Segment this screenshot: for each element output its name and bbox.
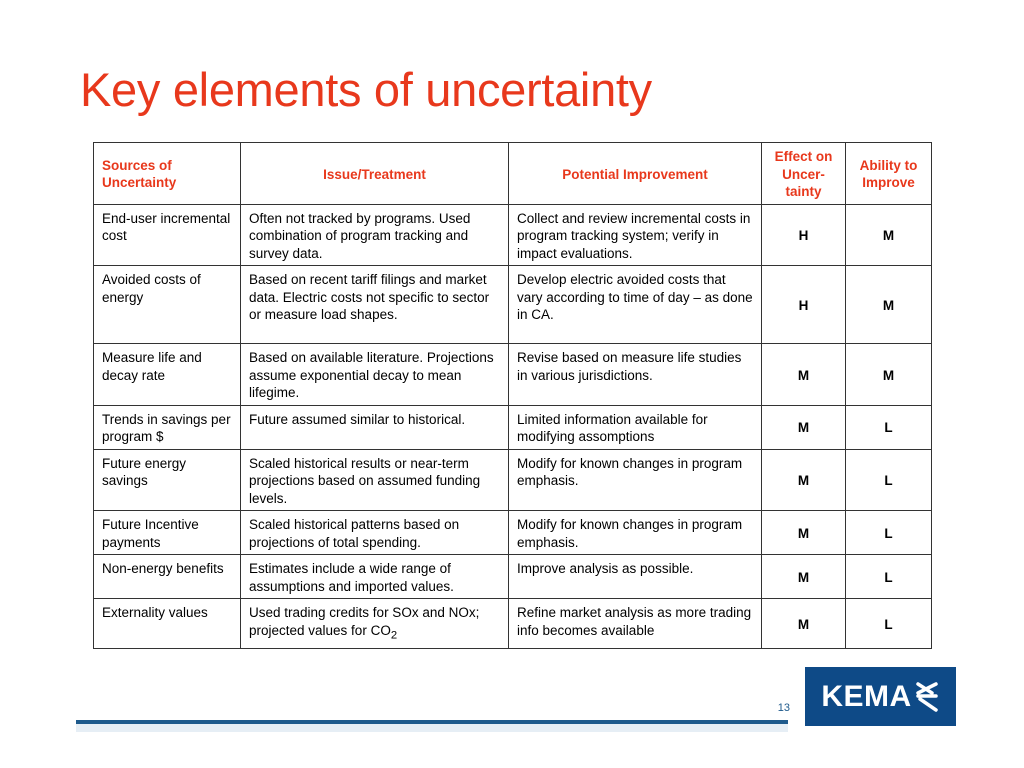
cell-improvement: Improve analysis as possible. — [508, 554, 762, 599]
kema-logo: KEMA — [805, 667, 956, 726]
header-row: Sources of Uncertainty Issue/Treatment P… — [93, 142, 932, 205]
cell-source: Measure life and decay rate — [93, 343, 241, 406]
kema-mark-icon — [915, 681, 938, 712]
cell-improvement: Revise based on measure life studies in … — [508, 343, 762, 406]
logo-text: KEMA — [821, 679, 912, 713]
cell-issue: Based on available literature. Projectio… — [240, 343, 509, 406]
footer-rule-shadow — [76, 724, 788, 732]
table-row: End-user incremental cost Often not trac… — [93, 203, 932, 266]
cell-issue: Used trading credits for SOx and NOx; pr… — [240, 598, 509, 649]
cell-issue: Scaled historical results or near-term p… — [240, 448, 509, 511]
cell-issue: Often not tracked by programs. Used comb… — [240, 203, 509, 266]
cell-effect: M — [761, 598, 846, 649]
cell-issue-text: Used trading credits for SOx and NOx; pr… — [249, 605, 480, 638]
cell-source: Future energy savings — [93, 448, 241, 511]
co2-subscript: 2 — [390, 629, 398, 642]
cell-ability: L — [845, 510, 932, 555]
header-improvement: Potential Improvement — [508, 142, 762, 205]
uncertainty-table: Sources of Uncertainty Issue/Treatment P… — [93, 142, 932, 649]
cell-effect: M — [761, 404, 846, 450]
cell-improvement: Modify for known changes in program emph… — [508, 510, 762, 555]
cell-issue: Estimates include a wide range of assump… — [240, 554, 509, 599]
table-row: Externality values Used trading credits … — [93, 598, 932, 649]
cell-effect: M — [761, 510, 846, 555]
header-issue: Issue/Treatment — [240, 142, 509, 205]
cell-source: Trends in savings per program $ — [93, 404, 241, 450]
cell-improvement: Modify for known changes in program emph… — [508, 448, 762, 511]
table-row: Future energy savings Scaled historical … — [93, 448, 932, 511]
table-row: Future Incentive payments Scaled histori… — [93, 510, 932, 555]
cell-effect: M — [761, 448, 846, 511]
cell-ability: M — [845, 203, 932, 266]
cell-source: End-user incremental cost — [93, 203, 241, 266]
cell-ability: M — [845, 343, 932, 406]
table-row: Trends in savings per program $ Future a… — [93, 404, 932, 450]
table-row: Measure life and decay rate Based on ava… — [93, 343, 932, 406]
table-row: Avoided costs of energy Based on recent … — [93, 265, 932, 344]
page-number: 13 — [777, 702, 790, 714]
cell-ability: L — [845, 404, 932, 450]
cell-source: Externality values — [93, 598, 241, 649]
cell-source: Non-energy benefits — [93, 554, 241, 599]
cell-improvement: Limited information available for modify… — [508, 404, 762, 450]
cell-effect: H — [761, 203, 846, 266]
cell-ability: L — [845, 448, 932, 511]
cell-effect: M — [761, 343, 846, 406]
cell-improvement: Develop electric avoided costs that vary… — [508, 265, 762, 344]
header-effect: Effect on Uncer-tainty — [761, 142, 846, 205]
cell-improvement: Collect and review incremental costs in … — [508, 203, 762, 266]
cell-source: Avoided costs of energy — [93, 265, 241, 344]
footer-rule — [76, 720, 788, 724]
cell-improvement: Refine market analysis as more trading i… — [508, 598, 762, 649]
cell-ability: L — [845, 554, 932, 599]
table-row: Non-energy benefits Estimates include a … — [93, 554, 932, 599]
cell-ability: M — [845, 265, 932, 344]
cell-ability: L — [845, 598, 932, 649]
cell-issue: Based on recent tariff filings and marke… — [240, 265, 509, 344]
cell-effect: H — [761, 265, 846, 344]
header-ability: Ability to Improve — [845, 142, 932, 205]
cell-effect: M — [761, 554, 846, 599]
cell-issue: Scaled historical patterns based on proj… — [240, 510, 509, 555]
cell-issue: Future assumed similar to historical. — [240, 404, 509, 450]
slide-title: Key elements of uncertainty — [80, 63, 652, 116]
header-sources: Sources of Uncertainty — [93, 142, 241, 205]
cell-source: Future Incentive payments — [93, 510, 241, 555]
